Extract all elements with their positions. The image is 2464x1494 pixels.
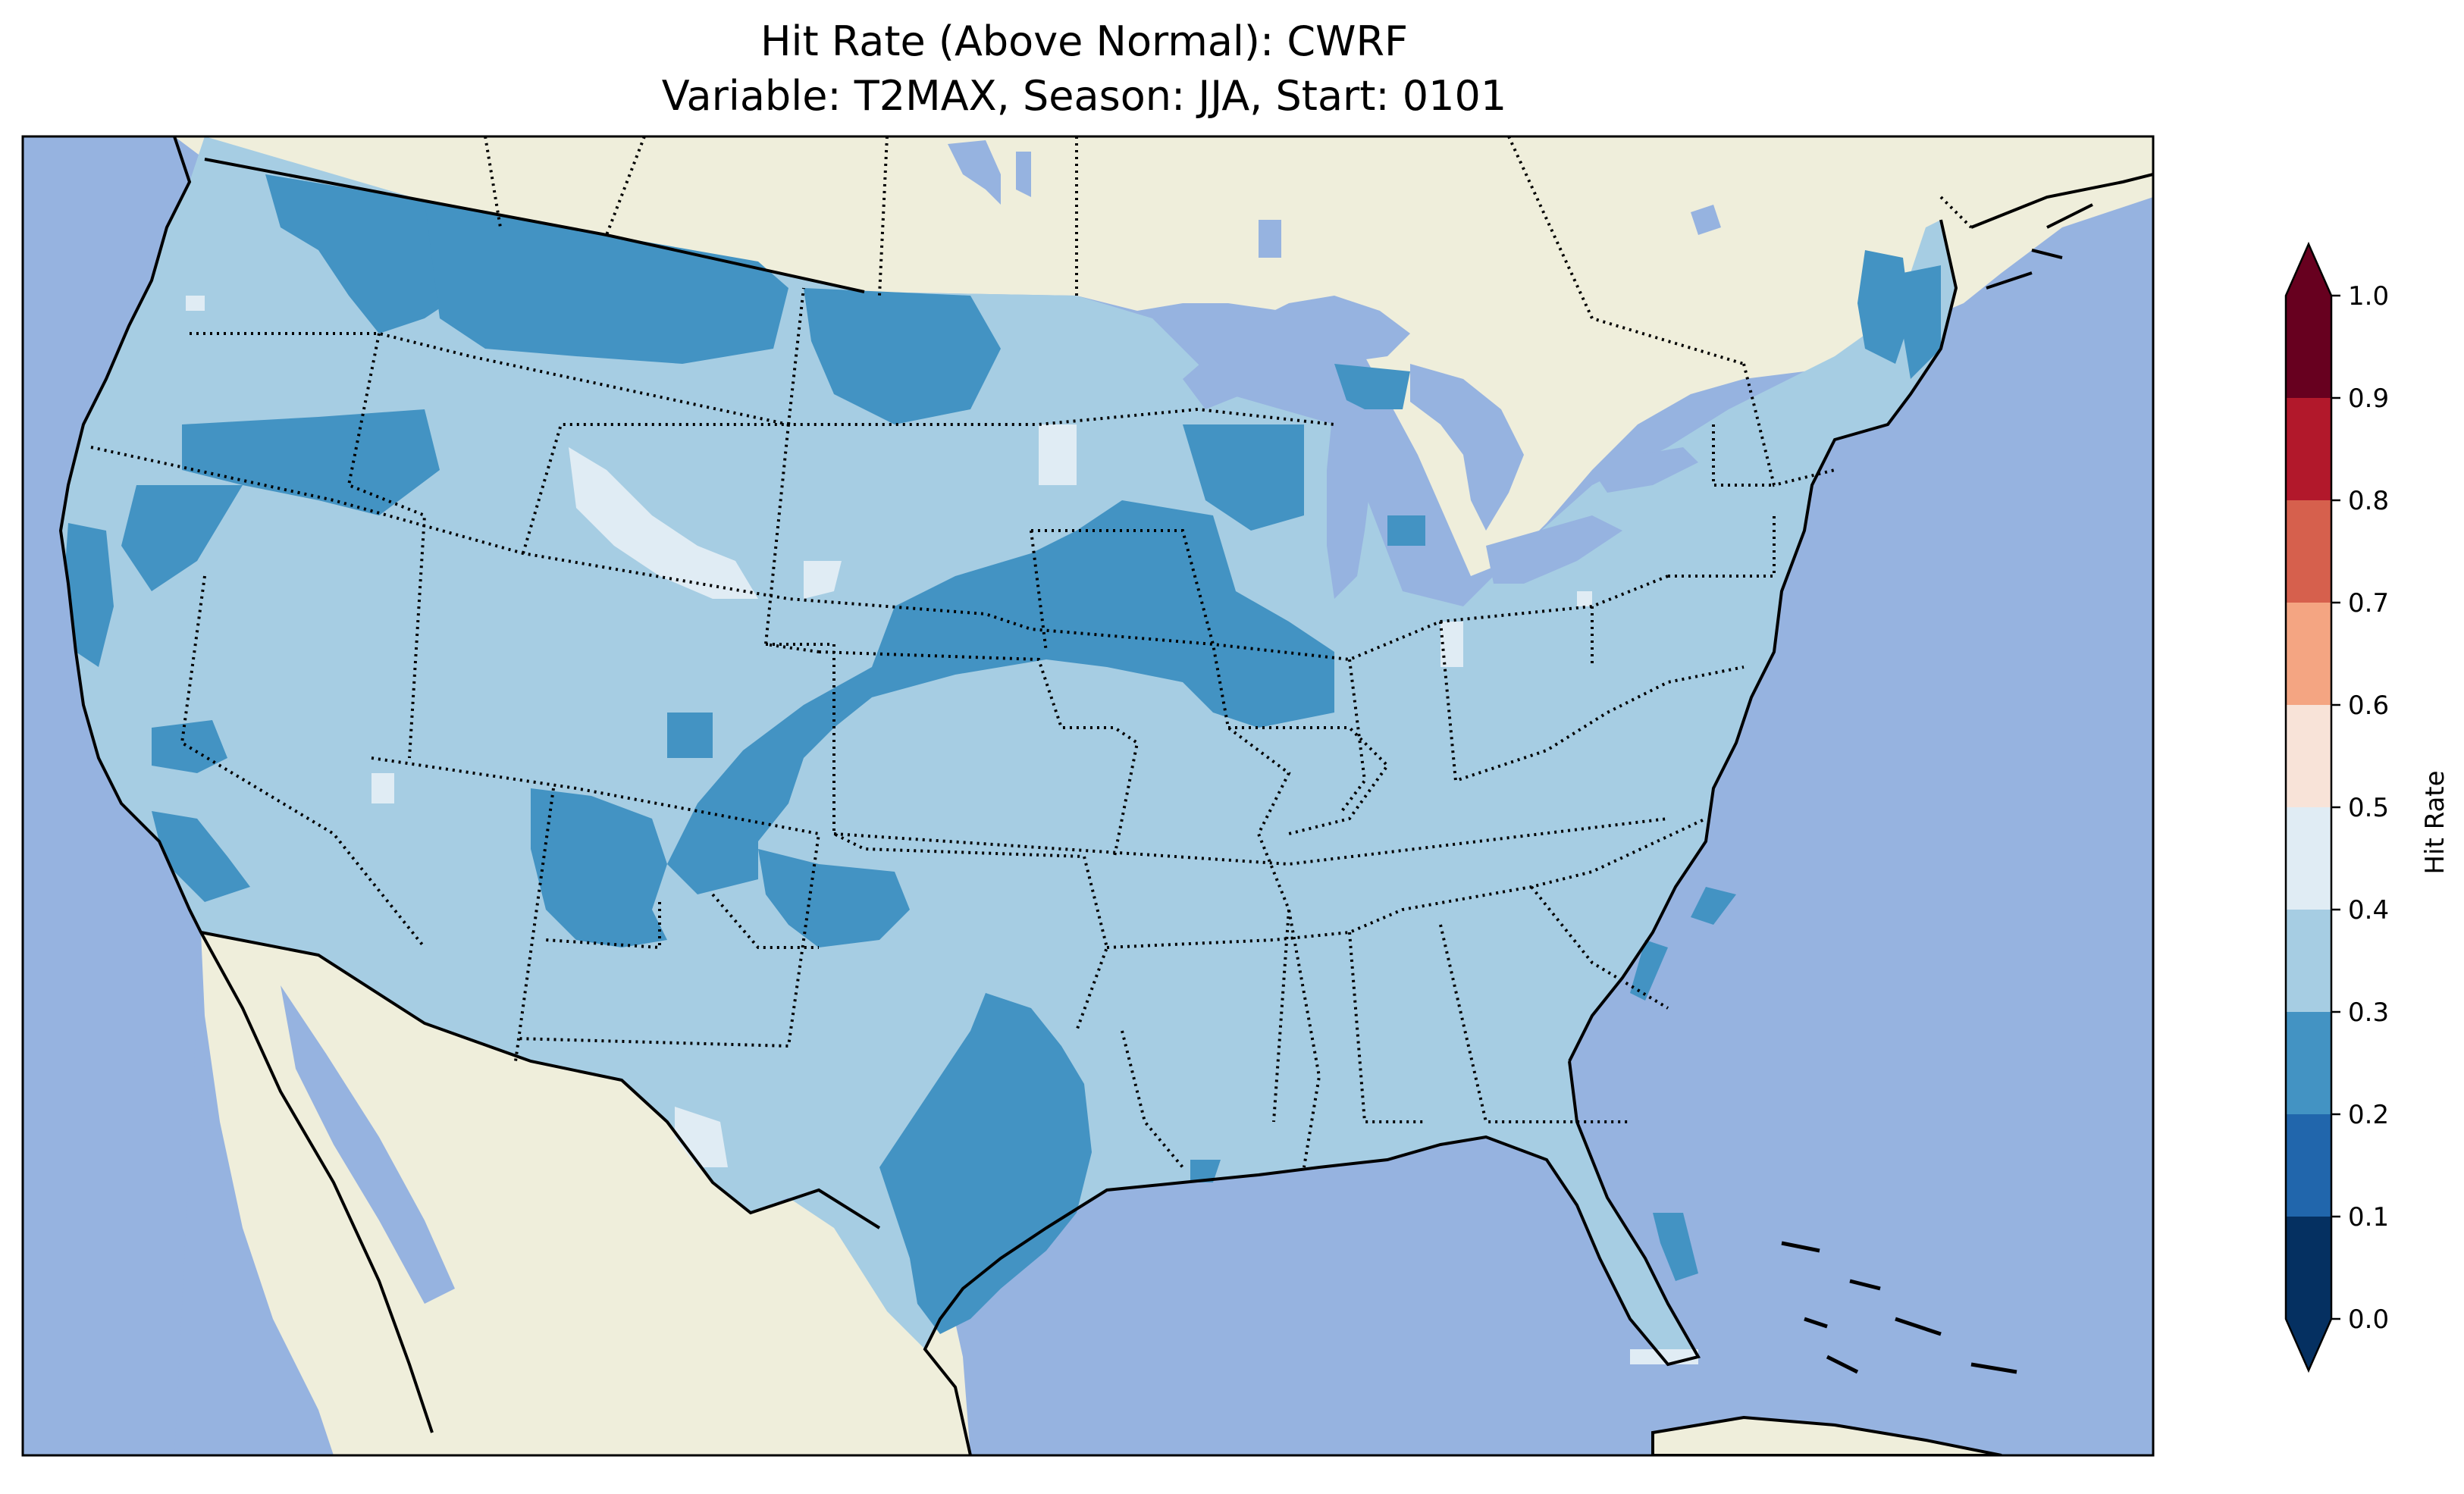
colorbar-bin-1 xyxy=(2286,1114,2331,1217)
colorbar-bin-4 xyxy=(2286,807,2331,910)
colorbar-bin-8 xyxy=(2286,398,2331,500)
coastlines xyxy=(58,136,2153,1455)
colorbar-tick-label: 0.8 xyxy=(2348,486,2389,516)
map-title-line2: Variable: T2MAX, Season: JJA, Start: 010… xyxy=(661,72,1507,120)
colorbar-tick-label: 0.6 xyxy=(2348,691,2389,721)
canada-inland-lakes xyxy=(948,140,1721,258)
colorbar-bin-7 xyxy=(2286,500,2331,603)
colorbar-tick-label: 0.1 xyxy=(2348,1202,2389,1232)
colorbar-label: Hit Rate xyxy=(2420,770,2450,874)
great-lakes xyxy=(1183,296,1698,599)
colorbar-tick-label: 0.9 xyxy=(2348,384,2389,414)
colorbar-tick-label: 1.0 xyxy=(2348,281,2389,312)
map-frame xyxy=(21,135,2155,1457)
colorbar-tick-label: 0.3 xyxy=(2348,998,2389,1028)
colorbar-bin-6 xyxy=(2286,603,2331,705)
bahamas-islands xyxy=(1781,1241,2017,1374)
colorbar-over-arrow xyxy=(2286,244,2331,296)
colorbar-bin-5 xyxy=(2286,705,2331,807)
pacific-coast-mask xyxy=(23,136,201,1455)
colorbar-bin-2 xyxy=(2286,1012,2331,1114)
colorbar-tick-label: 0.0 xyxy=(2348,1305,2389,1335)
colorbar-tick-label: 0.5 xyxy=(2348,793,2389,823)
colorbar-bin-3 xyxy=(2286,910,2331,1012)
colorbar-tick-label: 0.2 xyxy=(2348,1100,2389,1130)
colorbar-tick-label: 0.4 xyxy=(2348,895,2389,926)
conus-forecast-area xyxy=(61,136,1956,1364)
state-boundaries xyxy=(90,287,1835,1169)
gulf-of-california xyxy=(281,985,455,1304)
colorbar-bin-9 xyxy=(2286,296,2331,398)
map-title-line1: Hit Rate (Above Normal): CWRF xyxy=(760,17,1409,65)
baja-peninsula xyxy=(205,940,432,1440)
colorbar-under-arrow xyxy=(2286,1319,2331,1370)
canada-province-boundaries xyxy=(484,136,1973,365)
hit-rate-0.2-0.3-regions xyxy=(64,174,1941,1334)
colorbar-bin-0 xyxy=(2286,1217,2331,1319)
colorbar-tick-label: 0.7 xyxy=(2348,588,2389,619)
cuba-island xyxy=(1651,1415,2002,1455)
